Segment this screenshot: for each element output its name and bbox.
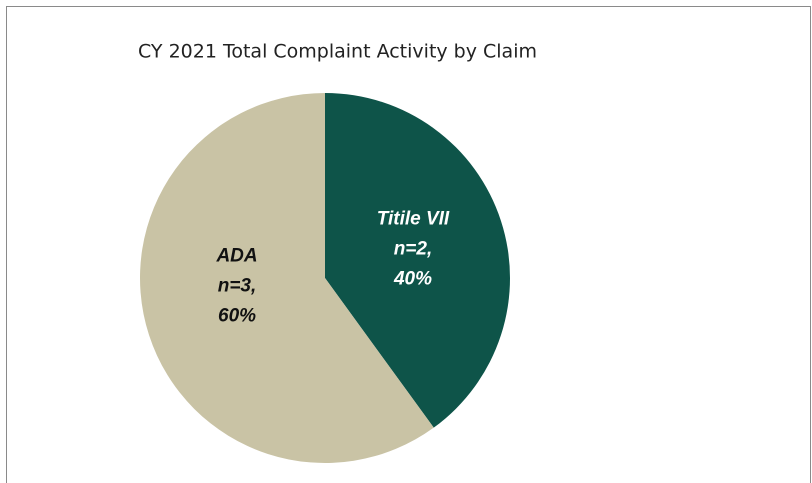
count-label: n=3, [218,276,257,297]
value-label: 40% [393,268,432,289]
slice-label: Titile VII [377,208,450,229]
chart-frame [6,6,811,483]
chart-title: CY 2021 Total Complaint Activity by Clai… [138,41,537,63]
value-label: 60% [218,306,256,327]
pie-slice [140,93,434,463]
slice-label: ADA [215,246,257,267]
pie-slice [325,93,511,428]
count-label: n=2, [394,238,433,259]
